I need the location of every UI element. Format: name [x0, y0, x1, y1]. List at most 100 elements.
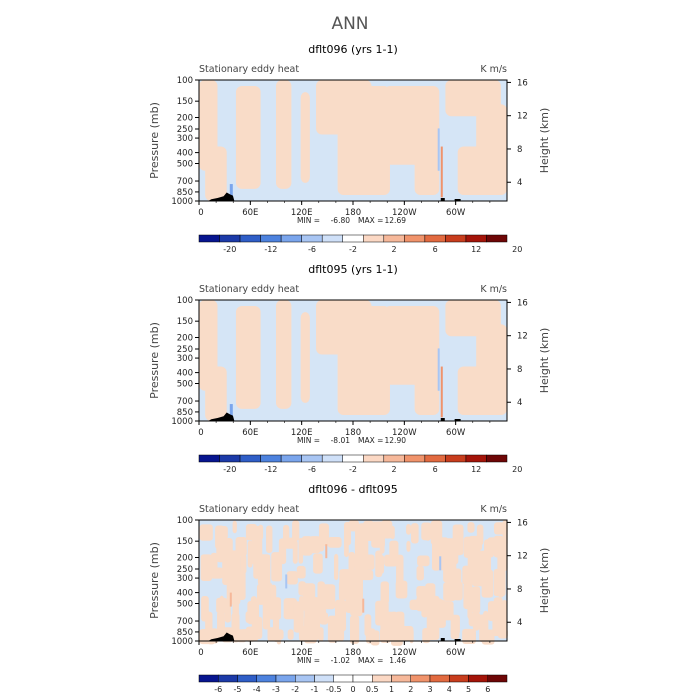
y-tick-label: 150 — [177, 97, 193, 107]
colorbar-label: -3 — [272, 685, 280, 694]
x-tick-label: 60W — [446, 648, 466, 658]
contour-region — [354, 568, 363, 601]
contour-region — [300, 312, 310, 403]
colorbar-swatch — [260, 454, 282, 463]
colorbar-swatch — [342, 454, 364, 463]
contour-region — [414, 152, 440, 195]
figure-title: ANN — [331, 14, 368, 34]
contour-region — [350, 626, 356, 642]
topography — [208, 412, 235, 421]
contour-region — [394, 626, 401, 642]
contour-region — [379, 599, 388, 611]
colorbar-label: -12 — [264, 465, 277, 474]
panel-1: dflt096 (yrs 1-1) Stationary eddy heat K m… — [148, 43, 551, 254]
contour-region — [250, 625, 259, 642]
colorbar-swatch — [219, 454, 241, 463]
colorbar-label: 6 — [433, 465, 438, 474]
x-tick-label: 180 — [345, 208, 361, 218]
max-label: MAX = — [358, 656, 383, 665]
y-right-tick-label: 16 — [517, 518, 528, 528]
y-right-tick-label: 4 — [517, 398, 522, 408]
contour-region — [319, 612, 329, 625]
y-right-tick-label: 12 — [517, 112, 528, 122]
y-tick-label: 300 — [177, 574, 193, 584]
contour-region — [383, 86, 440, 165]
contour-region — [441, 601, 454, 621]
colorbar-swatch — [237, 674, 257, 683]
contour-region — [440, 146, 443, 198]
y-tick-label: 700 — [177, 177, 193, 187]
max-value: 12.90 — [385, 436, 407, 445]
colorbar-label: 6 — [485, 685, 490, 694]
contour-region — [292, 520, 300, 541]
contour-region — [363, 536, 369, 558]
contour-region — [467, 522, 475, 533]
y-tick-label: 850 — [177, 408, 193, 418]
field-label: Stationary eddy heat — [199, 64, 299, 75]
panels: dflt096 (yrs 1-1) Stationary eddy heat K m… — [148, 43, 551, 694]
colorbar-label: -6 — [308, 465, 316, 474]
contour-region — [235, 306, 261, 409]
y-right-axis-label: Height (km) — [538, 328, 551, 394]
contour-fill — [199, 300, 507, 421]
colorbar-swatch — [342, 234, 364, 243]
contour-region — [425, 525, 431, 541]
colorbar-swatch — [486, 454, 508, 463]
max-value: 1.46 — [389, 656, 406, 665]
contour-region — [229, 592, 232, 607]
colorbar-swatch — [410, 674, 431, 683]
colorbar-label: 4 — [447, 685, 452, 694]
contour-region — [286, 571, 298, 585]
contour-region — [292, 539, 298, 564]
colorbar-swatch — [486, 234, 508, 243]
colorbar-label: 5 — [466, 685, 471, 694]
colorbar-swatch — [198, 674, 219, 683]
topography — [208, 192, 235, 201]
colorbar-label: 0.5 — [366, 685, 379, 694]
contour-region — [416, 565, 424, 581]
colorbar-swatch — [363, 454, 385, 463]
y-tick-label: 700 — [177, 397, 193, 407]
contour-region — [250, 596, 257, 620]
colorbar-swatch — [468, 674, 488, 683]
y-tick-label: 150 — [177, 537, 193, 547]
contour-region — [364, 554, 375, 570]
min-label: MIN = — [297, 436, 320, 445]
y-tick-label: 100 — [177, 76, 193, 86]
contour-region — [384, 627, 392, 642]
colorbar-swatch — [219, 234, 241, 243]
y-tick-label: 100 — [177, 296, 193, 306]
y-tick-label: 300 — [177, 134, 193, 144]
colorbar-swatch — [372, 674, 392, 683]
colorbar-swatch — [333, 674, 354, 683]
colorbar-label: 20 — [512, 465, 522, 474]
contour-region — [350, 598, 357, 610]
contour-region — [245, 611, 251, 624]
contour-region — [414, 372, 440, 415]
y-axis-label: Pressure (mb) — [148, 102, 161, 179]
contour-region — [276, 629, 282, 645]
contour-region — [502, 600, 508, 618]
contour-region — [258, 524, 264, 540]
y-tick-label: 500 — [177, 379, 193, 389]
colorbar-swatch — [314, 674, 334, 683]
colorbar-label: -2 — [291, 685, 299, 694]
colorbar-label: 3 — [427, 685, 432, 694]
colorbar-swatch — [198, 234, 220, 243]
colorbar-swatch — [391, 674, 411, 683]
y-right-tick-label: 12 — [517, 552, 528, 562]
min-label: MIN = — [297, 656, 320, 665]
colorbar-label: -1 — [311, 685, 319, 694]
contour-region — [300, 92, 310, 183]
colorbar-swatch — [465, 234, 487, 243]
contour-region — [409, 628, 414, 644]
y-right-tick-label: 12 — [517, 332, 528, 342]
colorbar-label: 0 — [350, 685, 355, 694]
contour-region — [390, 525, 395, 540]
y-right-tick-label: 4 — [517, 618, 522, 628]
colorbar-swatch — [465, 454, 487, 463]
panel-3: dflt096 - dflt095 Stationary eddy heat K m… — [148, 483, 551, 694]
contour-region — [322, 584, 336, 610]
contour-region — [257, 554, 271, 586]
y-tick-label: 200 — [177, 114, 193, 124]
